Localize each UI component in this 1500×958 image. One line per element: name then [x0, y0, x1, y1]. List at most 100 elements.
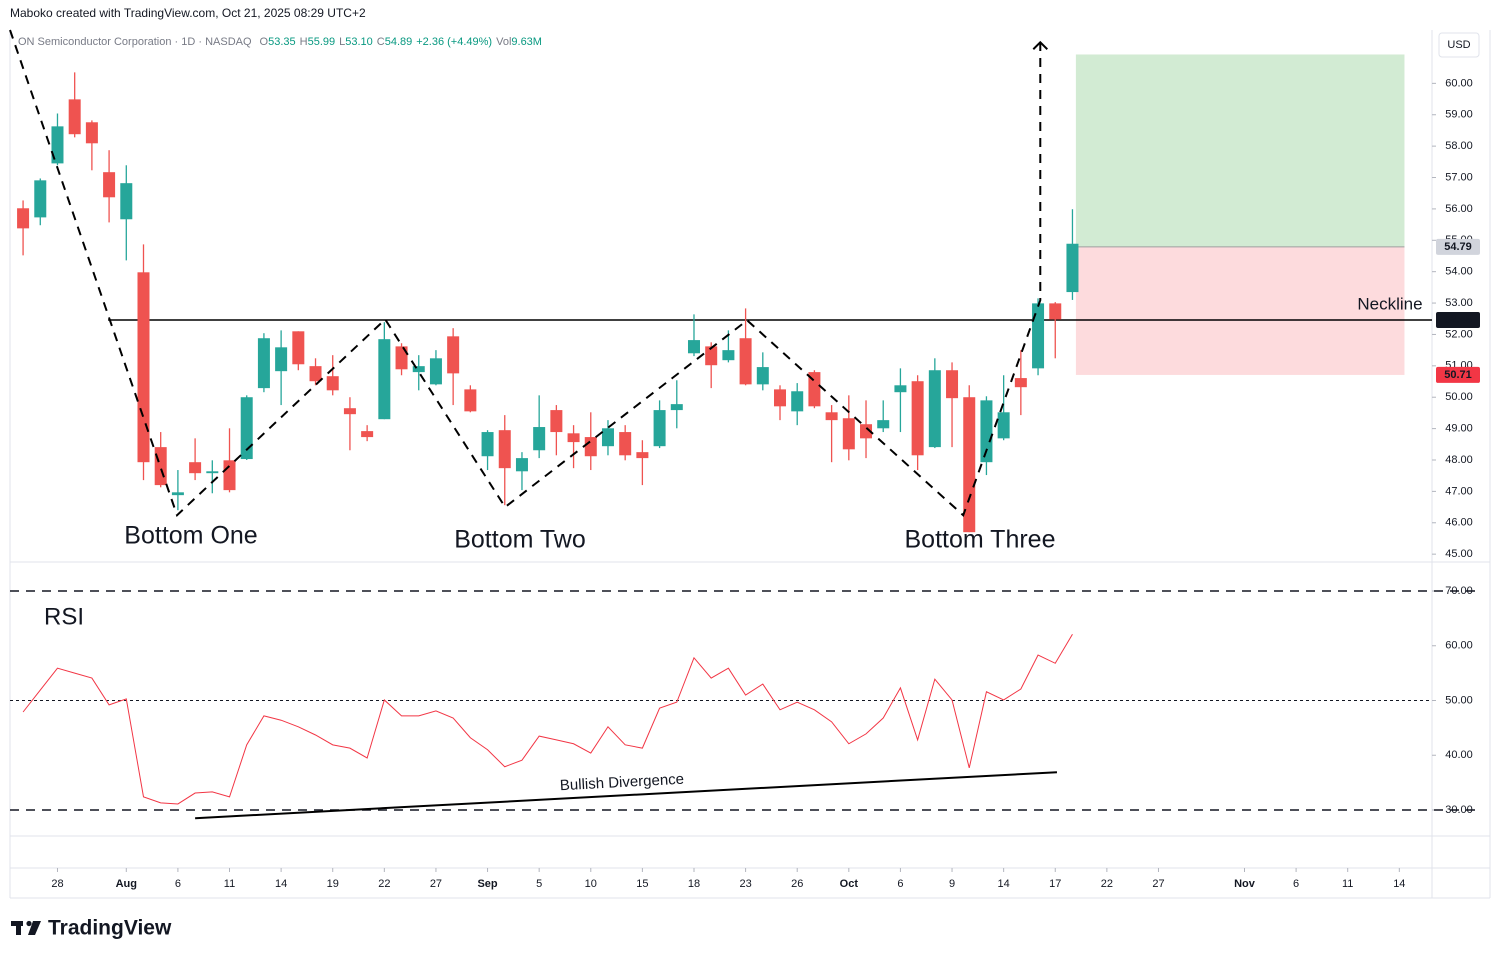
price-label-box: [1436, 238, 1480, 255]
y-tick-label: 56.00: [1445, 203, 1473, 215]
candle-body: [103, 172, 116, 198]
target-zone: [1075, 54, 1405, 247]
legend-key: L: [339, 36, 345, 48]
x-tick-label: 5: [536, 878, 542, 890]
x-tick-label: 18: [688, 878, 700, 890]
legend-key: Vol: [496, 36, 511, 48]
candle-body: [17, 208, 30, 229]
legend-key: H: [300, 36, 308, 48]
candle-body: [894, 385, 907, 393]
x-tick-label: 19: [327, 878, 339, 890]
candle-body: [791, 391, 804, 412]
neckline-label: Neckline: [1357, 294, 1422, 313]
brand-logo: [11, 920, 41, 935]
candle-body: [1066, 243, 1079, 293]
rsi-line: [22, 634, 1073, 805]
candle-body: [825, 412, 838, 421]
candle-body: [326, 376, 339, 391]
x-tick-label: Oct: [840, 878, 859, 890]
zigzag-drawing: [9, 29, 1042, 518]
arrow-head: [1032, 40, 1048, 50]
price-label: 52.46: [1444, 314, 1472, 326]
candle-body: [1049, 303, 1062, 320]
candle-body: [292, 331, 305, 365]
candle-body: [51, 126, 64, 164]
candle-body: [85, 122, 98, 144]
x-tick-label: 6: [1293, 878, 1299, 890]
legend-value: 54.89: [385, 36, 413, 48]
y-tick-label: 46.00: [1445, 517, 1473, 529]
y-tick-label: 45.00: [1445, 548, 1473, 560]
pattern-label: Bottom Two: [454, 526, 586, 554]
legend-value: 55.99: [308, 36, 336, 48]
candle-body: [1032, 303, 1045, 369]
y-tick-label: 53.00: [1445, 297, 1473, 309]
y-tick-label: 50.00: [1445, 391, 1473, 403]
y-tick-label: 59.00: [1445, 109, 1473, 121]
x-tick-label: 14: [1393, 878, 1405, 890]
candle-body: [120, 183, 133, 220]
candle-body: [378, 339, 391, 420]
candle-body: [34, 180, 47, 218]
candle-body: [722, 350, 735, 361]
credit: Maboko created with TradingView.com, Oct…: [10, 6, 366, 20]
candle-body: [154, 447, 167, 486]
y-tick-label: 60.00: [1445, 640, 1473, 652]
candle-body: [567, 433, 580, 443]
legend-key: C: [377, 36, 385, 48]
candle-body: [860, 424, 873, 439]
candle-body: [395, 346, 408, 370]
x-tick-label: 27: [1152, 878, 1164, 890]
candle-body: [963, 397, 976, 533]
x-tick-label: 22: [378, 878, 390, 890]
x-tick-label: 23: [739, 878, 751, 890]
y-tick-label: 52.00: [1445, 328, 1473, 340]
pattern-label: Bottom Three: [904, 526, 1055, 554]
candle-body: [584, 437, 597, 457]
x-tick-label: 10: [585, 878, 597, 890]
x-tick-label: 6: [175, 878, 181, 890]
price-label: 50.71: [1444, 369, 1472, 381]
candle-body: [842, 418, 855, 450]
x-tick-label: 9: [949, 878, 955, 890]
currency-box[interactable]: [1438, 32, 1480, 58]
x-tick-label: Sep: [477, 878, 497, 890]
candle-body: [653, 410, 666, 447]
x-tick-label: 11: [1342, 878, 1353, 890]
brand: TradingView: [48, 917, 172, 940]
candle-body: [774, 389, 787, 407]
x-tick-label: 14: [275, 878, 287, 890]
candle-body: [928, 370, 941, 448]
candle-body: [447, 336, 460, 374]
candle-body: [481, 432, 494, 457]
currency[interactable]: USD: [1447, 39, 1470, 51]
x-tick-label: 27: [430, 878, 442, 890]
x-tick-label: 28: [51, 878, 63, 890]
candle-body: [911, 381, 924, 456]
candle-body: [1014, 378, 1027, 388]
candle-body: [275, 347, 288, 372]
candle-body: [756, 367, 769, 385]
legend-key: O: [260, 36, 269, 48]
candle-body: [464, 389, 477, 412]
legend-value: 53.35: [268, 36, 296, 48]
candle-body: [171, 492, 184, 496]
y-tick-label: 47.00: [1445, 485, 1473, 497]
candle-body: [997, 412, 1010, 439]
candle-body: [498, 430, 511, 469]
candle-body: [980, 400, 993, 463]
legend-value: 53.10: [345, 36, 373, 48]
y-tick-label: 58.00: [1445, 140, 1473, 152]
x-tick-label: 15: [636, 878, 648, 890]
x-tick-label: 14: [998, 878, 1010, 890]
candle-body: [343, 408, 356, 415]
candle-body: [412, 366, 425, 373]
price-label-box: [1436, 366, 1480, 383]
candle-body: [223, 460, 236, 491]
y-tick-label: 60.00: [1445, 77, 1473, 89]
candle-body: [429, 358, 442, 385]
divergence-label: Bullish Divergence: [559, 771, 684, 795]
candle-body: [189, 462, 202, 474]
candle-body: [808, 372, 821, 407]
